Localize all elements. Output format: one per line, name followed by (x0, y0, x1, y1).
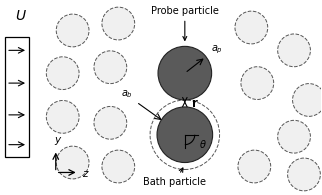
Circle shape (293, 84, 322, 116)
Circle shape (102, 7, 135, 40)
Circle shape (278, 120, 310, 153)
Text: $a_b$: $a_b$ (121, 88, 133, 100)
Circle shape (278, 34, 310, 67)
Circle shape (235, 11, 268, 44)
Text: $z$: $z$ (81, 169, 89, 179)
Circle shape (158, 46, 212, 100)
Text: $a_p$: $a_p$ (211, 43, 223, 56)
Text: $\theta$: $\theta$ (199, 138, 206, 150)
Circle shape (157, 107, 213, 163)
Circle shape (46, 57, 79, 90)
Text: $\mathbf{r}$: $\mathbf{r}$ (191, 98, 199, 110)
Circle shape (102, 150, 135, 183)
Text: Bath particle: Bath particle (143, 168, 206, 187)
Circle shape (241, 67, 274, 99)
Circle shape (56, 146, 89, 179)
Text: $U$: $U$ (15, 9, 27, 23)
Circle shape (46, 100, 79, 133)
Bar (5, 37, 29, 157)
Circle shape (238, 150, 271, 183)
Circle shape (288, 158, 320, 191)
Text: Probe particle: Probe particle (151, 6, 219, 40)
Circle shape (94, 106, 127, 139)
Circle shape (94, 51, 127, 84)
Circle shape (56, 14, 89, 47)
Text: $y$: $y$ (54, 135, 63, 147)
